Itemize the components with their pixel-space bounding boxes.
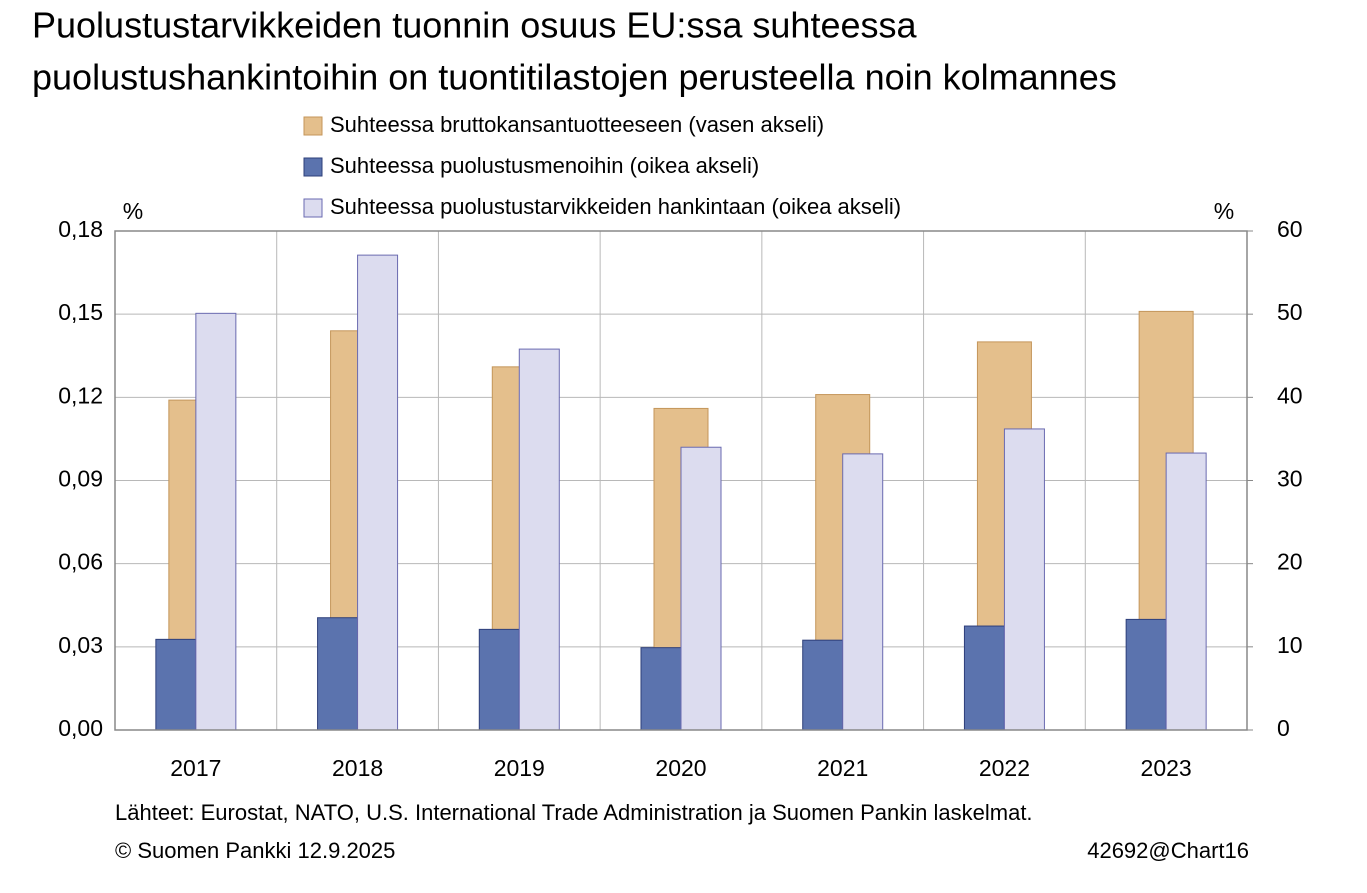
bar bbox=[518, 348, 560, 731]
x-tick-label: 2022 bbox=[979, 755, 1030, 781]
bar bbox=[640, 647, 682, 731]
legend-swatch bbox=[303, 116, 323, 136]
y2-tick-label: 50 bbox=[1277, 299, 1303, 325]
bar bbox=[317, 617, 359, 731]
y-tick-label: 0,00 bbox=[58, 715, 103, 741]
y-unit: % bbox=[123, 198, 143, 224]
legend-swatch bbox=[303, 157, 323, 177]
y-tick-label: 0,06 bbox=[58, 549, 103, 575]
bar bbox=[680, 446, 722, 731]
y2-tick-label: 30 bbox=[1277, 466, 1303, 492]
source: Lähteet: Eurostat, NATO, U.S. Internatio… bbox=[115, 800, 1033, 825]
y2-tick-label: 40 bbox=[1277, 382, 1303, 408]
y-tick-label: 0,18 bbox=[58, 216, 103, 242]
bar bbox=[842, 453, 884, 731]
y2-tick-label: 10 bbox=[1277, 632, 1303, 658]
chart-title: Puolustustarvikkeiden tuonnin osuus EU:s… bbox=[32, 5, 917, 46]
legend-label: Suhteessa bruttokansantuotteeseen (vasen… bbox=[330, 112, 824, 137]
bar bbox=[1003, 428, 1045, 731]
bar bbox=[195, 312, 237, 731]
x-tick-label: 2019 bbox=[494, 755, 545, 781]
bar bbox=[478, 628, 520, 731]
legend-swatch bbox=[303, 198, 323, 218]
y-tick-label: 0,12 bbox=[58, 382, 103, 408]
y2-unit: % bbox=[1214, 198, 1234, 224]
x-tick-label: 2018 bbox=[332, 755, 383, 781]
y-tick-label: 0,09 bbox=[58, 466, 103, 492]
y-tick-label: 0,15 bbox=[58, 299, 103, 325]
bar bbox=[357, 254, 399, 731]
bar bbox=[1125, 618, 1167, 731]
bar bbox=[802, 639, 844, 731]
chart-title: puolustushankintoihin on tuontitilastoje… bbox=[32, 57, 1117, 98]
chart-id: 42692@Chart16 bbox=[1087, 838, 1249, 863]
y2-tick-label: 60 bbox=[1277, 216, 1303, 242]
copyright: © Suomen Pankki 12.9.2025 bbox=[115, 838, 395, 863]
legend-label: Suhteessa puolustustarvikkeiden hankinta… bbox=[330, 194, 901, 219]
legend-label: Suhteessa puolustusmenoihin (oikea aksel… bbox=[330, 153, 759, 178]
y2-tick-label: 20 bbox=[1277, 549, 1303, 575]
y-tick-label: 0,03 bbox=[58, 632, 103, 658]
x-tick-label: 2017 bbox=[170, 755, 221, 781]
x-tick-label: 2020 bbox=[655, 755, 706, 781]
y2-tick-label: 0 bbox=[1277, 715, 1290, 741]
bar bbox=[963, 625, 1005, 731]
x-tick-label: 2023 bbox=[1141, 755, 1192, 781]
bar bbox=[155, 638, 197, 731]
x-tick-label: 2021 bbox=[817, 755, 868, 781]
plot-border bbox=[114, 230, 1248, 731]
bar bbox=[1165, 452, 1207, 731]
